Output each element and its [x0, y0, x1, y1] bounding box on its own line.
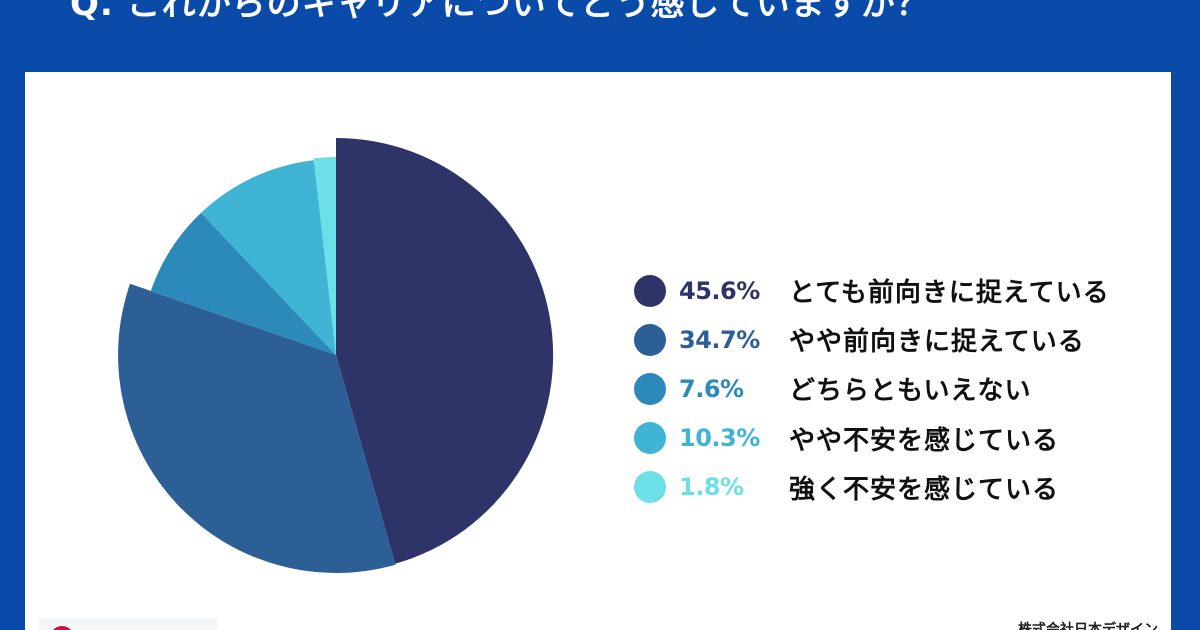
footer-company-name: 株式会社日本デザイン	[1018, 622, 1158, 630]
pie-slice-somewhat-positive	[118, 283, 396, 573]
legend-label: やや不安を感じている	[789, 425, 1060, 456]
legend-percentage: 10.3%	[679, 424, 760, 453]
chart-legend: 45.6% とても前向きに捉えている 34.7% やや前向きに捉えている 7.6…	[634, 266, 1110, 512]
legend-percentage: 45.6%	[679, 276, 760, 305]
legend-item: 10.3% やや不安を感じている	[634, 414, 1110, 463]
legend-dot-icon	[634, 372, 666, 405]
pie-slice-somewhat-anxious	[201, 160, 336, 355]
legend-label: とても前向きに捉えている	[789, 278, 1110, 309]
legend-item: 1.8% 強く不安を感じている	[634, 463, 1110, 512]
legend-dot-icon	[634, 274, 666, 307]
chart-title: Q. これからのキャリアについてどう感じていますか？	[70, 0, 931, 24]
legend-percentage: 7.6%	[679, 374, 744, 403]
legend-label: どちらともいえない	[789, 376, 1032, 407]
pie-slice-very-anxious	[313, 157, 336, 355]
logo-icon	[50, 626, 74, 630]
pie-slice-very-positive	[336, 137, 554, 564]
legend-item: 34.7% やや前向きに捉えている	[634, 315, 1110, 364]
legend-dot-icon	[634, 471, 666, 504]
legend-item: 7.6% どちらともいえない	[634, 364, 1110, 413]
logo-background	[38, 618, 218, 630]
legend-percentage: 1.8%	[679, 473, 744, 502]
legend-dot-icon	[634, 422, 666, 455]
legend-label: やや前向きに捉えている	[789, 327, 1085, 358]
legend-label: 強く不安を感じている	[789, 474, 1060, 505]
legend-dot-icon	[634, 323, 666, 356]
legend-item: 45.6% とても前向きに捉えている	[634, 266, 1110, 315]
legend-percentage: 34.7%	[679, 325, 760, 354]
pie-slice-neutral	[150, 212, 336, 355]
